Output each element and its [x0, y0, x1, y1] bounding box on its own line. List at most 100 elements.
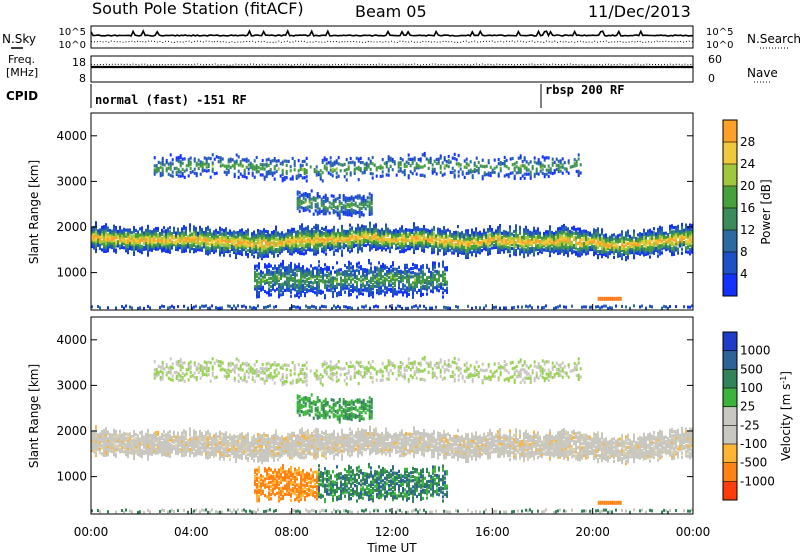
power-cell — [318, 209, 321, 213]
cpid-label: CPID — [6, 89, 38, 103]
power-cell — [513, 240, 515, 244]
power-cell — [113, 234, 115, 238]
power-cell — [275, 229, 277, 233]
power-cell — [673, 244, 675, 248]
power-cell — [318, 288, 320, 293]
power-cell — [471, 234, 473, 238]
power-cell — [300, 206, 303, 210]
power-cell — [607, 236, 609, 240]
power-cell — [189, 227, 191, 231]
power-cell — [563, 242, 565, 246]
power-cell — [263, 248, 265, 252]
power-cell — [388, 267, 390, 271]
power-cell — [197, 166, 200, 170]
power-cell — [272, 287, 274, 291]
power-cell — [557, 247, 559, 251]
power-cell — [493, 235, 495, 239]
power-cell — [293, 244, 295, 248]
power-cell — [329, 156, 332, 160]
power-cell — [223, 243, 225, 247]
power-cell — [135, 228, 137, 233]
power-cell — [183, 225, 185, 229]
power-cell — [353, 236, 355, 240]
power-cell — [310, 264, 312, 268]
power-cell — [415, 228, 417, 232]
power-cell — [99, 234, 101, 238]
power-cell — [527, 243, 529, 247]
power-cell — [613, 251, 615, 255]
power-cell — [237, 169, 240, 173]
power-cell — [283, 237, 285, 241]
power-cell — [535, 244, 537, 248]
power-cell — [413, 226, 415, 230]
power-cell — [237, 233, 239, 237]
power-cell — [551, 171, 554, 176]
power-cell — [509, 227, 511, 231]
power-cell — [657, 254, 659, 258]
power-cell — [253, 255, 255, 259]
power-cell — [583, 231, 585, 235]
power-cell — [647, 239, 649, 243]
power-cell — [377, 247, 379, 251]
power-cell — [237, 155, 240, 159]
power-cell — [625, 251, 627, 255]
power-cell — [103, 239, 105, 243]
power-cell — [325, 227, 327, 232]
power-cell — [348, 260, 350, 264]
power-cell — [294, 267, 296, 271]
power-cell — [315, 227, 317, 232]
power-cell — [360, 279, 362, 283]
power-cell — [105, 223, 107, 227]
power-cell — [365, 167, 368, 171]
power-cell — [159, 242, 161, 246]
power-cell — [256, 283, 258, 287]
power-cell — [370, 268, 372, 272]
power-cell — [95, 229, 97, 233]
power-cell — [405, 242, 407, 246]
power-cell — [422, 276, 424, 280]
power-cell — [289, 237, 291, 241]
power-cell — [223, 233, 225, 237]
power-cell — [263, 246, 265, 250]
power-cell — [119, 240, 121, 244]
power-cell — [401, 235, 403, 239]
power-cell — [281, 241, 283, 245]
power-cell — [326, 207, 329, 211]
power-cell — [633, 233, 635, 237]
power-cell — [433, 228, 435, 232]
power-cell — [280, 293, 282, 297]
power-cell — [280, 262, 282, 266]
power-cell — [412, 285, 414, 289]
power-cell — [371, 155, 374, 160]
power-cell — [445, 241, 447, 245]
power-cell — [663, 246, 665, 250]
power-cell — [591, 235, 593, 239]
power-cell — [607, 240, 609, 245]
power-cell — [350, 201, 353, 205]
power-cell — [344, 272, 346, 276]
power-cell — [310, 288, 312, 293]
power-cell — [537, 245, 539, 249]
power-cell — [427, 166, 430, 170]
power-cell — [541, 242, 543, 246]
power-cell — [129, 228, 131, 232]
power-cell — [296, 200, 299, 204]
power-cell — [523, 242, 525, 246]
power-cell — [207, 225, 209, 229]
power-cell — [469, 238, 471, 242]
power-cell — [331, 170, 334, 174]
power-cell — [525, 231, 527, 236]
power-cell — [295, 234, 297, 238]
power-cell — [559, 249, 561, 253]
power-cell — [290, 290, 292, 294]
power-cell — [343, 233, 345, 237]
power-cell — [433, 234, 435, 238]
power-cell — [302, 265, 304, 269]
power-cell — [380, 266, 382, 271]
power-cell — [274, 272, 276, 276]
power-cell — [404, 284, 406, 288]
power-cell — [601, 238, 603, 242]
power-cell — [269, 159, 272, 163]
power-cell — [359, 169, 362, 173]
power-cell — [477, 240, 479, 244]
